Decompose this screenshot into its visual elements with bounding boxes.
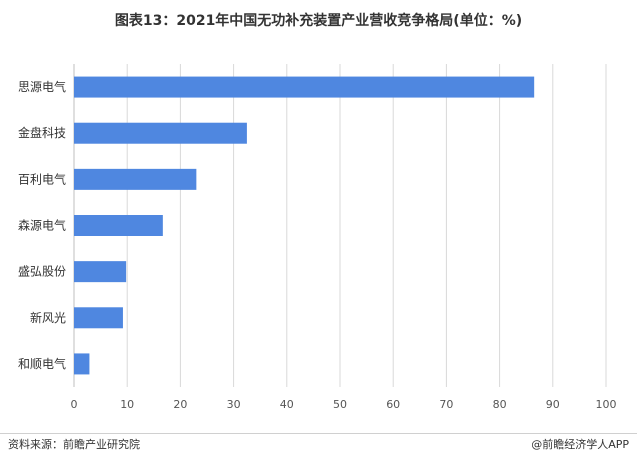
source-note: 资料来源：前瞻产业研究院 bbox=[8, 438, 140, 451]
bar bbox=[74, 353, 90, 375]
category-label: 和顺电气 bbox=[18, 356, 66, 371]
category-label: 思源电气 bbox=[18, 79, 66, 94]
x-tick-label: 20 bbox=[173, 398, 187, 411]
category-label: 盛弘股份 bbox=[18, 264, 66, 279]
category-label: 森源电气 bbox=[18, 218, 66, 233]
bar bbox=[74, 215, 163, 236]
x-tick-label: 40 bbox=[280, 398, 294, 411]
category-label: 新风光 bbox=[30, 310, 66, 325]
footer-divider bbox=[0, 433, 637, 434]
x-tick-label: 90 bbox=[546, 398, 560, 411]
x-tick-label: 70 bbox=[439, 398, 453, 411]
x-tick-label: 60 bbox=[386, 398, 400, 411]
chart-title: 图表13：2021年中国无功补充装置产业营收竞争格局(单位：%) bbox=[114, 13, 523, 29]
bar bbox=[74, 122, 247, 144]
bar bbox=[74, 76, 535, 98]
x-tick-label: 50 bbox=[333, 398, 347, 411]
category-label: 百利电气 bbox=[18, 171, 66, 186]
x-tick-label: 0 bbox=[71, 398, 78, 411]
x-tick-label: 100 bbox=[596, 398, 617, 411]
credit-note: @前瞻经济学人APP bbox=[531, 438, 629, 451]
bar bbox=[74, 261, 127, 283]
x-tick-label: 80 bbox=[493, 398, 507, 411]
category-label: 金盘科技 bbox=[18, 125, 66, 140]
bar bbox=[74, 168, 197, 190]
bar bbox=[74, 307, 123, 329]
x-tick-label: 30 bbox=[227, 398, 241, 411]
x-tick-label: 10 bbox=[120, 398, 134, 411]
